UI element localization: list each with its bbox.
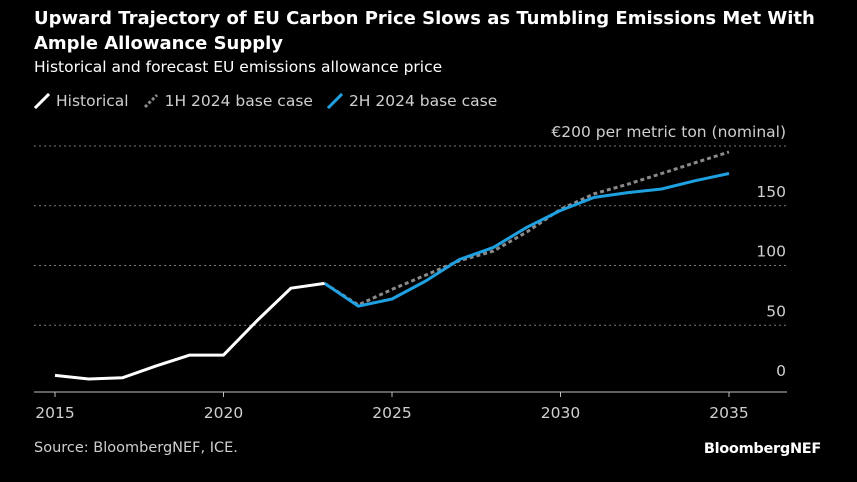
legend-label-historical: Historical: [56, 92, 129, 110]
series-line-2h-2024-base-case: [323, 172, 730, 308]
brand-logo: BloombergNEF: [703, 441, 821, 457]
x-tick-label-2030: 2030: [541, 404, 580, 422]
x-tick-label-2035: 2035: [709, 404, 748, 422]
series-line-1h-2024-base-case: [323, 150, 730, 307]
legend-swatch-1h-2024: [143, 93, 158, 109]
y-tick-label-0: 0: [776, 362, 786, 380]
legend-swatch-historical: [34, 93, 50, 109]
x-tick-label-2020: 2020: [204, 404, 243, 422]
legend-item-2h-2024: 2H 2024 base case: [326, 92, 498, 110]
chart-subtitle: Historical and forecast EU emissions all…: [34, 58, 443, 76]
legend-swatch-2h-2024: [326, 93, 343, 109]
legend-label-1h-2024: 1H 2024 base case: [164, 92, 313, 110]
x-tick-label-2025: 2025: [372, 404, 411, 422]
source-note: Source: BloombergNEF, ICE.: [34, 440, 238, 456]
chart-title: Upward Trajectory of EU Carbon Price Slo…: [34, 8, 815, 54]
x-tick-label-2015: 2015: [35, 404, 74, 422]
series-line-historical: [54, 281, 325, 381]
legend: Historical 1H 2024 base case 2H 2024 bas…: [34, 90, 511, 112]
legend-item-1h-2024: 1H 2024 base case: [143, 92, 313, 110]
y-tick-label-150: 150: [756, 183, 786, 201]
y-tick-label-50: 50: [766, 302, 786, 320]
y-tick-label-200: €200 per metric ton (nominal): [551, 123, 786, 141]
legend-label-2h-2024: 2H 2024 base case: [348, 92, 498, 110]
y-tick-label-100: 100: [756, 243, 786, 261]
legend-item-historical: Historical: [34, 92, 129, 110]
